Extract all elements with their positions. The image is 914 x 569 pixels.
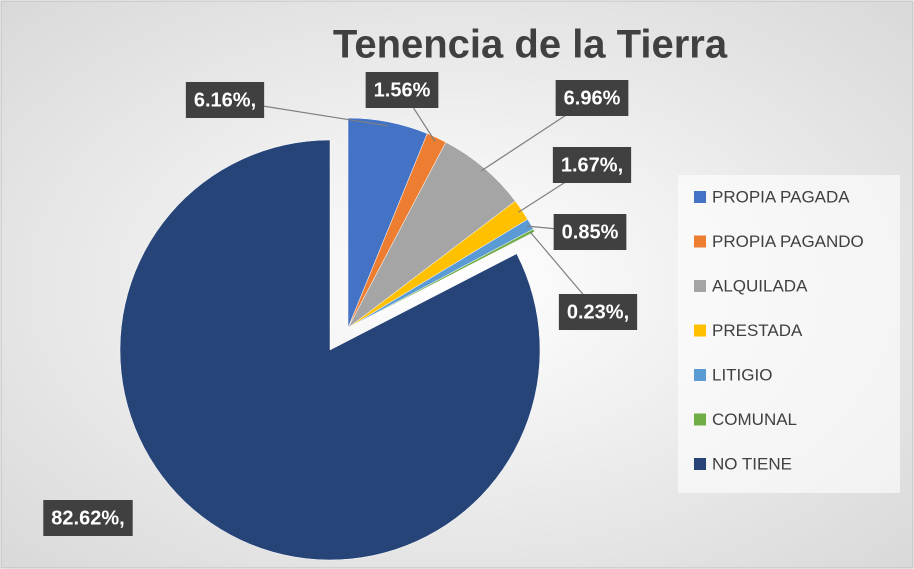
legend-swatch [694, 191, 706, 203]
data-label: 6.16%, [194, 89, 256, 111]
data-label: 82.62%, [51, 507, 124, 529]
chart-title: Tenencia de la Tierra [333, 23, 728, 67]
data-label-box [552, 147, 632, 183]
legend-box [678, 175, 900, 493]
data-label: 6.96% [564, 87, 621, 109]
legend-swatch [694, 280, 706, 292]
data-label-box [43, 500, 133, 536]
data-label-box [553, 214, 627, 250]
data-label-box [185, 82, 265, 118]
legend-swatch [694, 458, 706, 470]
legend-swatch [694, 235, 706, 248]
legend-label: PRESTADA [712, 321, 803, 340]
data-label: 1.67%, [561, 154, 623, 176]
legend-label: ALQUILADA [712, 276, 808, 295]
legend-swatch [694, 324, 706, 337]
legend-swatch [694, 413, 706, 426]
data-label: 1.56% [374, 79, 431, 101]
legend-label: NO TIENE [712, 454, 792, 473]
data-label-box [558, 294, 638, 330]
data-label: 0.23%, [567, 301, 629, 323]
data-label-box [365, 72, 439, 108]
legend-label: PROPIA PAGANDO [712, 232, 864, 251]
legend-label: COMUNAL [712, 410, 797, 429]
pie-slice [119, 139, 541, 561]
legend-label: LITIGIO [712, 365, 772, 384]
data-label-box [555, 80, 629, 116]
data-label: 0.85% [562, 221, 619, 243]
legend-swatch [694, 369, 706, 381]
legend-label: PROPIA PAGADA [712, 187, 850, 206]
pie-slice [347, 228, 535, 329]
